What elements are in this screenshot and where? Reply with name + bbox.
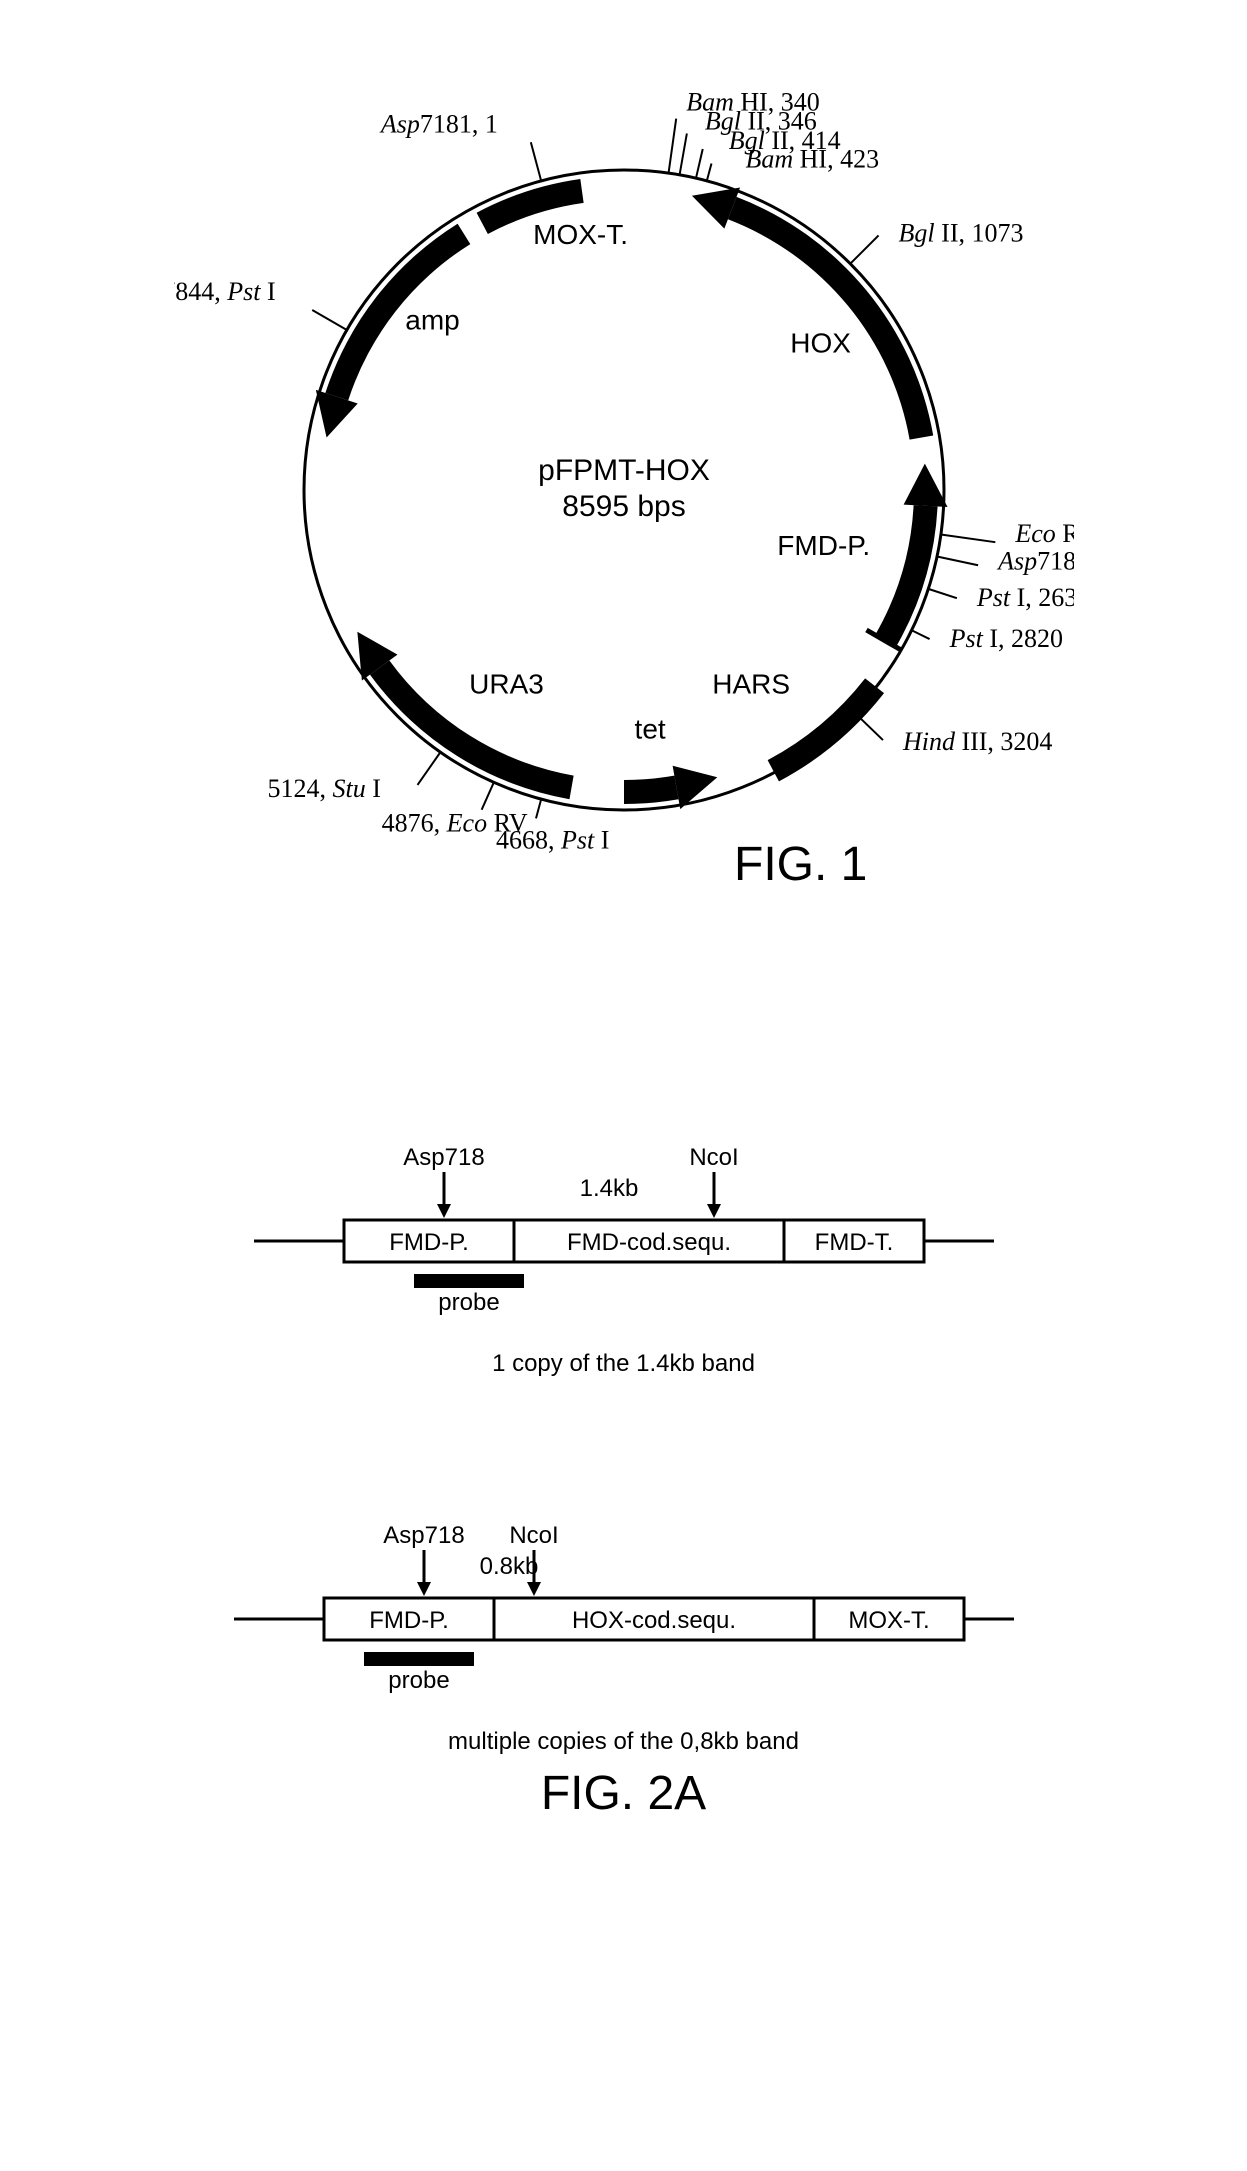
site-tick bbox=[937, 557, 978, 566]
enzyme-label: Asp718 bbox=[403, 1144, 484, 1171]
plasmid-size: 8595 bps bbox=[562, 490, 685, 523]
gene-label-amp: amp bbox=[405, 304, 459, 335]
site-label: Hind III, 3204 bbox=[901, 727, 1051, 756]
site-tick bbox=[940, 535, 994, 543]
gene-label-hox: HOX bbox=[790, 327, 851, 358]
gene-box-label: FMD-T. bbox=[814, 1229, 893, 1256]
enzyme-label: NcoI bbox=[509, 1522, 558, 1549]
plasmid-name: pFPMT-HOX bbox=[538, 454, 710, 487]
gene-box-label: MOX-T. bbox=[848, 1607, 929, 1634]
site-label: Asp7181, 1 bbox=[378, 109, 497, 138]
site-tick bbox=[850, 235, 878, 263]
enzyme-label: NcoI bbox=[689, 1144, 738, 1171]
enzyme-arrow-head bbox=[417, 1582, 431, 1596]
figure-2-label: FIG. 2A bbox=[224, 1766, 1024, 1821]
gene-arc-fmdp bbox=[875, 505, 937, 647]
gene-label-fmdp: FMD-P. bbox=[777, 530, 870, 561]
site-tick bbox=[530, 142, 540, 181]
gene-box-label: FMD-cod.sequ. bbox=[566, 1229, 730, 1256]
gene-box-label: FMD-P. bbox=[369, 1607, 449, 1634]
site-tick bbox=[928, 589, 957, 598]
site-label: Bgl II, 1073 bbox=[898, 218, 1023, 247]
plasmid-map: pFPMT-HOX8595 bps MOX-T. amp HOX FMD-P. HARS t… bbox=[174, 40, 1074, 940]
gene-box-label: FMD-P. bbox=[389, 1229, 469, 1256]
figure-container: pFPMT-HOX8595 bps MOX-T. amp HOX FMD-P. HARS t… bbox=[174, 40, 1074, 1821]
site-tick bbox=[312, 310, 347, 330]
enzyme-arrow-head bbox=[527, 1582, 541, 1596]
site-tick bbox=[679, 133, 686, 174]
probe-bar bbox=[364, 1652, 474, 1666]
enzyme-label: Asp718 bbox=[383, 1522, 464, 1549]
site-label: 4668, Pst I bbox=[496, 825, 609, 854]
site-label: 5124, Stu I bbox=[267, 774, 380, 803]
site-tick bbox=[536, 799, 541, 818]
site-label: Bam HI, 423 bbox=[745, 145, 879, 174]
site-tick bbox=[854, 712, 883, 740]
site-label: Pst I, 2820 bbox=[948, 624, 1062, 653]
linear-map-2-caption: multiple copies of the 0,8kb band bbox=[224, 1728, 1024, 1756]
linear-map-2-svg: FMD-P. HOX-cod.sequ. MOX-T. Asp718 NcoI 0.8kb… bbox=[224, 1498, 1024, 1718]
site-label: 7844, Pst I bbox=[174, 277, 276, 306]
gene-box-label: HOX-cod.sequ. bbox=[571, 1607, 735, 1634]
site-label: Pst I, 2636 bbox=[975, 583, 1073, 612]
gene-label-tet: tet bbox=[634, 714, 665, 745]
site-tick bbox=[911, 630, 929, 639]
fragment-size-label: 0.8kb bbox=[479, 1553, 538, 1580]
linear-map-1-caption: 1 copy of the 1.4kb band bbox=[224, 1350, 1024, 1378]
gene-arrowhead bbox=[315, 390, 357, 438]
gene-label-hars: HARS bbox=[712, 669, 790, 700]
enzyme-arrow-head bbox=[437, 1204, 451, 1218]
site-label: Asp7181, 2468 bbox=[996, 546, 1074, 575]
fragment-size-label: 1.4kb bbox=[579, 1175, 638, 1202]
site-tick bbox=[417, 752, 440, 785]
probe-label: probe bbox=[438, 1289, 499, 1316]
site-tick bbox=[706, 164, 711, 181]
site-tick bbox=[481, 782, 493, 809]
enzyme-arrow-head bbox=[707, 1204, 721, 1218]
linear-map-2: FMD-P. HOX-cod.sequ. MOX-T. Asp718 NcoI 0.8kb… bbox=[224, 1498, 1024, 1821]
gene-label-ura3: URA3 bbox=[469, 669, 544, 700]
gene-label-moxt: MOX-T. bbox=[533, 219, 628, 250]
figure-1-label: FIG. 1 bbox=[734, 838, 867, 891]
probe-label: probe bbox=[388, 1667, 449, 1694]
plasmid-svg: pFPMT-HOX8595 bps MOX-T. amp HOX FMD-P. HARS t… bbox=[174, 40, 1074, 940]
gene-arc-tet bbox=[624, 776, 679, 804]
probe-bar bbox=[414, 1274, 524, 1288]
linear-map-1: FMD-P. FMD-cod.sequ. FMD-T. Asp718 NcoI 1.4kb… bbox=[224, 1120, 1024, 1378]
site-label: Eco RV, 2389 bbox=[1014, 519, 1074, 548]
gene-arrowhead bbox=[903, 464, 947, 507]
site-tick bbox=[668, 119, 676, 173]
linear-map-1-svg: FMD-P. FMD-cod.sequ. FMD-T. Asp718 NcoI 1.4kb… bbox=[244, 1120, 1004, 1340]
site-tick bbox=[695, 149, 702, 178]
